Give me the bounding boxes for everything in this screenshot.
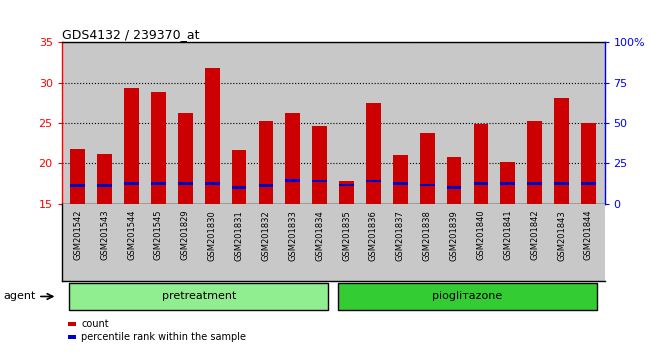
Bar: [554, 182, 569, 185]
Bar: [124, 87, 139, 204]
Bar: [151, 182, 166, 185]
Bar: [447, 157, 461, 204]
Bar: [500, 182, 515, 185]
Text: GSM201542: GSM201542: [73, 210, 83, 260]
Text: GSM201839: GSM201839: [450, 210, 458, 261]
Bar: [178, 182, 193, 185]
Text: GSM201838: GSM201838: [422, 210, 432, 261]
Bar: [500, 162, 515, 204]
Bar: [554, 98, 569, 204]
Bar: [338, 283, 597, 310]
Bar: [447, 186, 461, 189]
Bar: [339, 181, 354, 204]
Bar: [259, 121, 274, 204]
Text: percentile rank within the sample: percentile rank within the sample: [81, 332, 246, 342]
Text: GSM201831: GSM201831: [235, 210, 244, 261]
Bar: [393, 155, 408, 204]
Text: GSM201837: GSM201837: [396, 210, 405, 261]
Text: GSM201840: GSM201840: [476, 210, 486, 261]
Text: GSM201543: GSM201543: [100, 210, 109, 261]
Bar: [259, 184, 274, 187]
Text: GSM201836: GSM201836: [369, 210, 378, 261]
Text: GSM201829: GSM201829: [181, 210, 190, 261]
Text: count: count: [81, 319, 109, 329]
Bar: [124, 182, 139, 185]
Bar: [339, 184, 354, 187]
Bar: [366, 103, 381, 204]
Bar: [527, 182, 542, 185]
Bar: [98, 154, 112, 204]
Text: pretreatment: pretreatment: [162, 291, 236, 301]
Text: GDS4132 / 239370_at: GDS4132 / 239370_at: [62, 28, 200, 41]
Bar: [581, 182, 596, 185]
Text: GSM201844: GSM201844: [584, 210, 593, 261]
Bar: [473, 182, 488, 185]
Bar: [312, 179, 327, 182]
Bar: [473, 124, 488, 204]
Text: GSM201830: GSM201830: [208, 210, 216, 261]
Text: GSM201843: GSM201843: [557, 210, 566, 261]
Bar: [312, 126, 327, 204]
Text: GSM201834: GSM201834: [315, 210, 324, 261]
Bar: [366, 179, 381, 182]
Text: GSM201842: GSM201842: [530, 210, 539, 261]
Bar: [178, 113, 193, 204]
Bar: [205, 182, 220, 185]
Text: agent: agent: [3, 291, 36, 302]
Text: GSM201832: GSM201832: [261, 210, 270, 261]
Text: piogliтazone: piogliтazone: [432, 291, 502, 301]
Bar: [70, 149, 85, 204]
Bar: [285, 113, 300, 204]
Bar: [527, 121, 542, 204]
Bar: [420, 184, 435, 187]
Bar: [205, 68, 220, 204]
Bar: [69, 283, 328, 310]
Text: GSM201833: GSM201833: [289, 210, 297, 261]
Bar: [285, 179, 300, 182]
Text: GSM201841: GSM201841: [503, 210, 512, 261]
Text: GSM201545: GSM201545: [154, 210, 163, 260]
Bar: [151, 92, 166, 204]
Bar: [420, 133, 435, 204]
Bar: [393, 182, 408, 185]
Bar: [231, 150, 246, 204]
Text: GSM201835: GSM201835: [342, 210, 351, 261]
Bar: [98, 184, 112, 187]
Bar: [231, 186, 246, 189]
Bar: [581, 123, 596, 204]
Text: GSM201544: GSM201544: [127, 210, 136, 260]
Bar: [70, 184, 85, 187]
